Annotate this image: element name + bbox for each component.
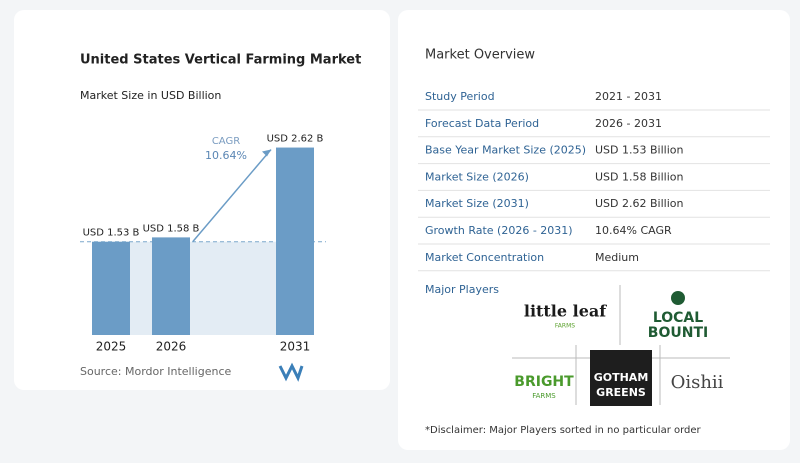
logo-icon (671, 291, 685, 305)
cagr-arrow (192, 149, 272, 242)
player-logo: GREENS (596, 386, 646, 399)
overview-title: Market Overview (425, 48, 535, 63)
x-tick-label: 2031 (280, 340, 311, 354)
player-logo: FARMS (555, 323, 575, 330)
x-tick-label: 2025 (96, 340, 127, 354)
row-label: Forecast Data Period (425, 117, 539, 130)
row-label: Base Year Market Size (2025) (425, 144, 586, 157)
logo (278, 362, 304, 382)
logo-box (590, 350, 652, 406)
x-tick-label: 2026 (156, 340, 187, 354)
player-logo: BOUNTI (648, 325, 708, 341)
arrow-head (262, 149, 271, 157)
row-label: Study Period (425, 90, 495, 103)
bar (92, 241, 130, 335)
player-logo: BRIGHT (514, 374, 574, 390)
row-value: USD 2.62 Billion (595, 197, 683, 210)
chart-title: United States Vertical Farming Market (80, 53, 361, 68)
bar (276, 147, 314, 335)
row-value: 2026 - 2031 (595, 117, 662, 130)
player-logo: LOCAL (653, 310, 703, 326)
disclaimer: *Disclaimer: Major Players sorted in no … (425, 425, 702, 436)
overview-card (398, 10, 790, 450)
source: Source: Mordor Intelligence (80, 365, 231, 378)
row-label: Growth Rate (2026 - 2031) (425, 224, 573, 237)
row-label: Market Size (2026) (425, 170, 529, 183)
row-value: Medium (595, 251, 639, 264)
cagr-value: 10.64% (205, 149, 247, 162)
player-logo: GOTHAM (594, 371, 649, 384)
row-value: 2021 - 2031 (595, 90, 662, 103)
player-logo: little leaf (524, 302, 607, 321)
bar (152, 237, 190, 335)
shaded-area (130, 241, 276, 335)
player-logo: FARMS (532, 392, 556, 400)
row-label: Market Concentration (425, 251, 544, 264)
overview-table: Study Period 2021 - 2031 Forecast Data Per… (418, 90, 770, 272)
row-value: USD 1.53 Billion (595, 144, 683, 157)
player-logo: Oishii (671, 372, 724, 393)
value-label: USD 1.53 B (83, 228, 140, 239)
cagr-label: CAGR (212, 136, 240, 147)
players-title: Major Players (425, 283, 499, 296)
row-value: USD 1.58 Billion (595, 170, 683, 183)
value-label: USD 2.62 B (267, 134, 324, 145)
chart-subtitle: Market Size in USD Billion (80, 89, 221, 102)
row-value: 10.64% CAGR (595, 224, 672, 237)
chart: USD 1.53 B 2025 USD 1.58 B 2026 USD 2.62 B 20… (80, 134, 326, 354)
value-label: USD 1.58 B (143, 223, 200, 234)
row-label: Market Size (2031) (425, 197, 529, 210)
